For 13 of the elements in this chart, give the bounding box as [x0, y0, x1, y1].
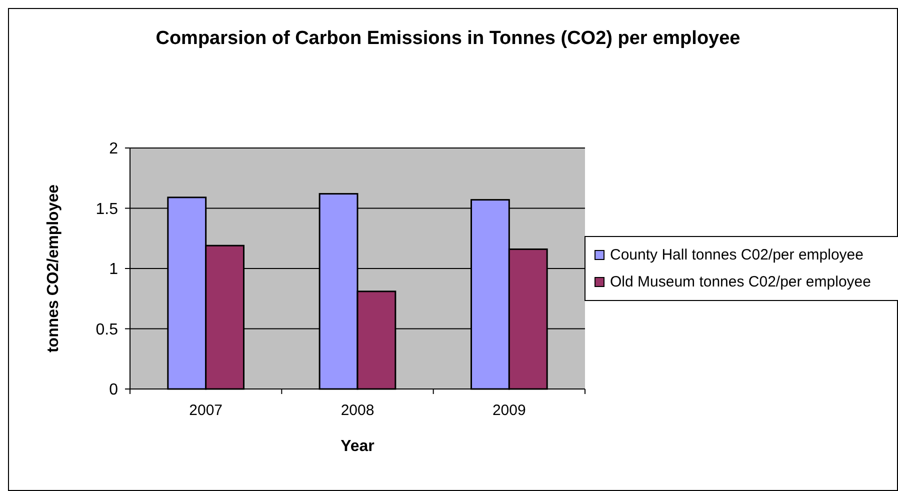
legend-label: Old Museum tonnes C02/per employee: [610, 274, 871, 290]
x-tick-label: 2007: [189, 402, 223, 419]
legend-label: County Hall tonnes C02/per employee: [610, 246, 864, 264]
x-axis-title: Year: [340, 438, 374, 455]
x-tick-label: 2008: [340, 402, 374, 419]
y-tick-label: 2: [109, 140, 118, 158]
chart-title: Comparsion of Carbon Emissions in Tonnes (CO2) per employee: [156, 28, 740, 49]
x-tick-label: 2009: [492, 402, 526, 419]
y-tick-label: 0.5: [96, 321, 118, 338]
y-tick-label: 1.5: [96, 200, 118, 218]
y-axis-title: tonnes CO2/employee: [45, 184, 62, 353]
y-tick-label: 0: [109, 382, 118, 399]
y-tick-label: 1: [109, 261, 118, 278]
